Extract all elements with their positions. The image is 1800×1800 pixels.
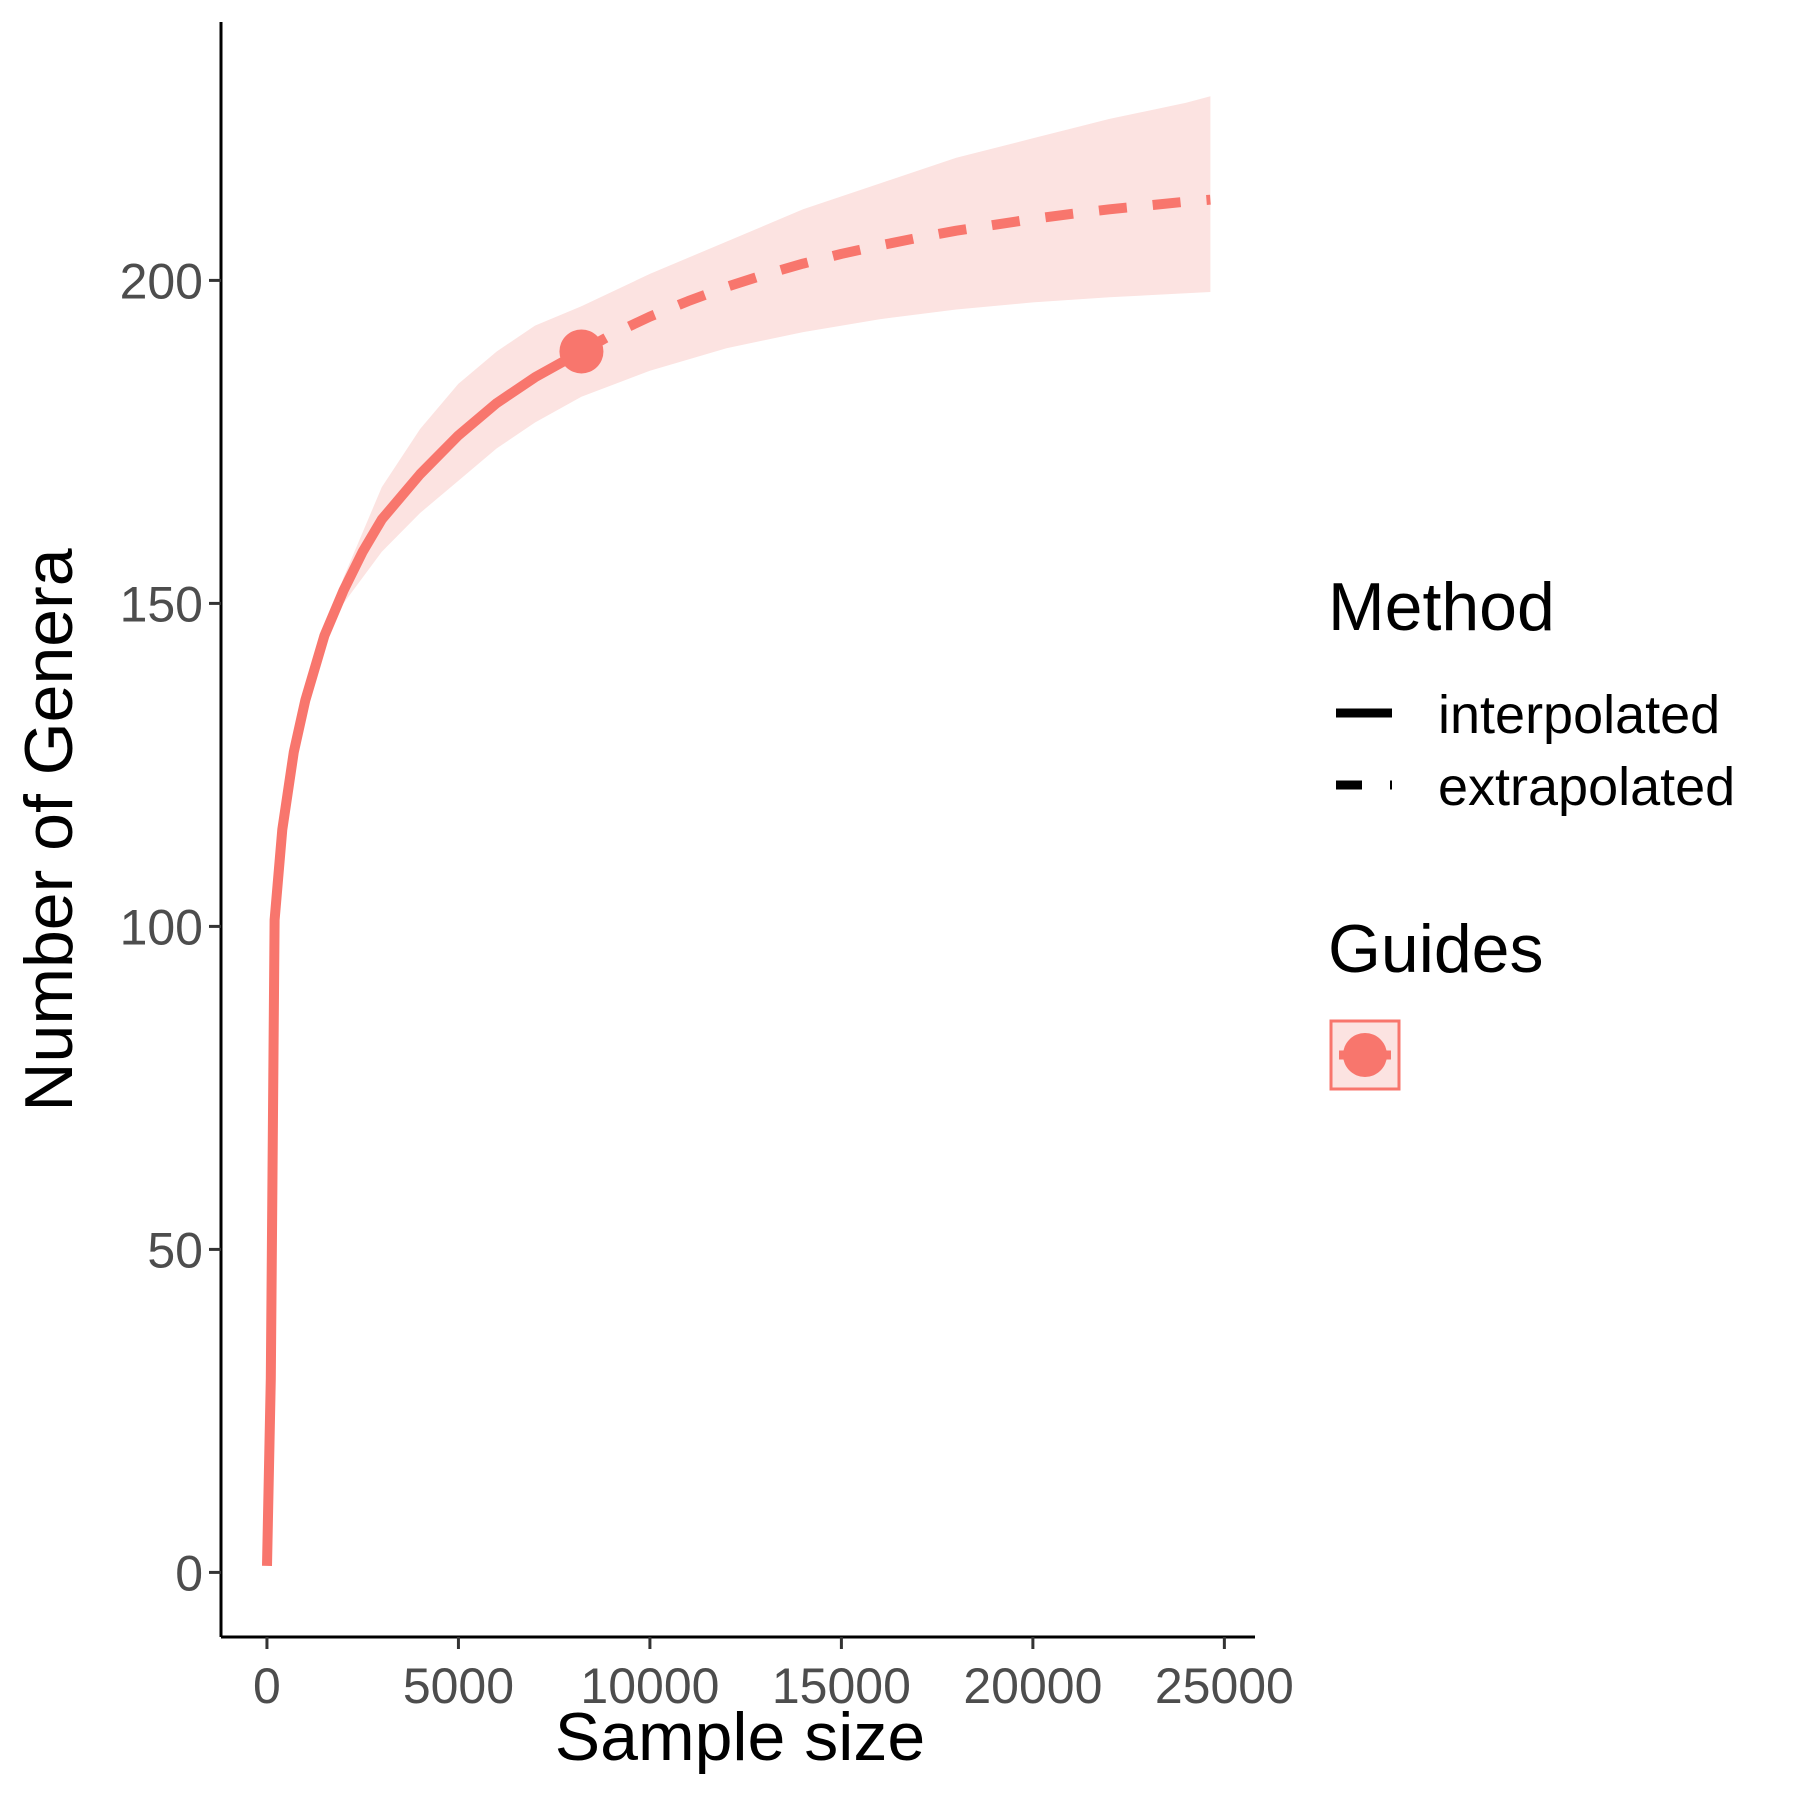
y-tick-label: 50 — [147, 1222, 203, 1278]
confidence-band — [324, 96, 1211, 636]
reference-point-layer — [559, 329, 604, 374]
ticks: 0 50 100 150 200 0 5000 10000 15000 20000 25000 — [120, 253, 1294, 1714]
x-tick-label: 0 — [253, 1658, 281, 1714]
y-tick-label: 150 — [120, 576, 203, 632]
confidence-band-layer — [324, 96, 1211, 636]
legend: Method interpolated extrapolated Guides — [1328, 569, 1735, 1091]
legend-guides-title: Guides — [1328, 911, 1543, 987]
series-line-extrapolated — [578, 194, 1211, 356]
axes — [219, 22, 1255, 1639]
y-tick-label: 200 — [120, 253, 203, 309]
series-line-interpolated — [262, 347, 584, 1567]
x-axis-title: Sample size — [555, 1699, 925, 1775]
legend-guides-point — [1343, 1033, 1387, 1077]
x-tick-label: 5000 — [403, 1658, 514, 1714]
y-tick-label: 0 — [175, 1545, 203, 1601]
reference-point — [559, 329, 604, 374]
x-tick-label: 20000 — [963, 1658, 1102, 1714]
x-tick-label: 15000 — [772, 1658, 911, 1714]
legend-method-title: Method — [1328, 569, 1555, 645]
legend-extrapolated-label: extrapolated — [1438, 757, 1735, 817]
x-tick-label: 25000 — [1155, 1658, 1294, 1714]
y-axis-title: Number of Genera — [11, 548, 87, 1111]
x-tick-label: 10000 — [580, 1658, 719, 1714]
series-line-layer — [262, 194, 1211, 1567]
y-tick-label: 100 — [120, 899, 203, 955]
legend-interpolated-label: interpolated — [1438, 685, 1720, 745]
